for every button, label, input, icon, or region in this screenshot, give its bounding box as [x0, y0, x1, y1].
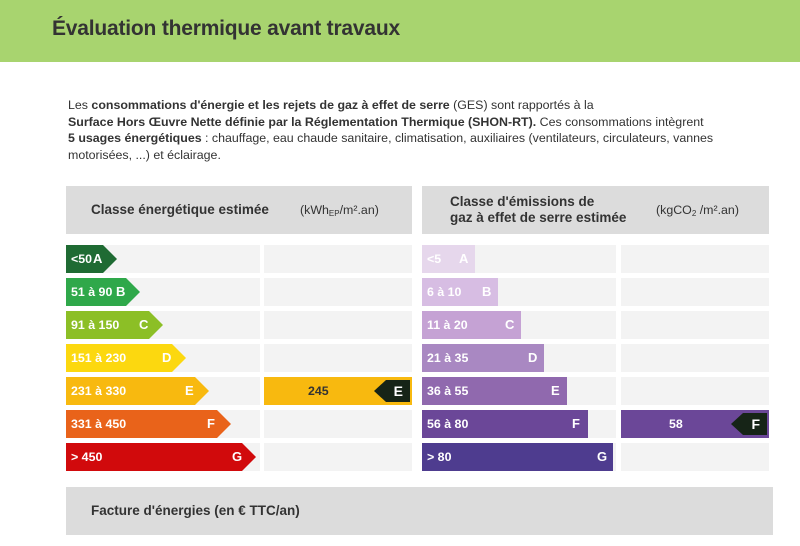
- class-range: 11 à 20: [427, 318, 468, 332]
- header-bar: Évaluation thermique avant travaux: [0, 0, 800, 62]
- value-row-bg: [621, 377, 769, 405]
- class-range: 6 à 10: [427, 285, 462, 299]
- page-title: Évaluation thermique avant travaux: [52, 17, 400, 40]
- class-letter: F: [207, 416, 215, 431]
- intro-text: Les consommations d'énergie et les rejet…: [68, 97, 780, 163]
- class-range: > 450: [71, 450, 103, 464]
- class-letter: A: [459, 251, 469, 266]
- class-bar-c: 91 à 150 C: [66, 311, 163, 339]
- energy-panel-header: Classe énergétique estimée (kWhEP/m².an): [66, 186, 412, 234]
- intro-text-part: : chauffage, eau chaude sanitaire, clima…: [68, 131, 714, 162]
- class-letter: A: [93, 251, 103, 266]
- ges-panel-title: Classe d'émissions de gaz à effet de serr…: [450, 194, 626, 226]
- class-bar-a: <5 A: [422, 245, 475, 273]
- value-row-bg: [621, 245, 769, 273]
- current-class-tag: E: [374, 380, 410, 402]
- ges-unit: (kgCO2 /m².an): [656, 203, 739, 218]
- class-letter: F: [572, 416, 580, 431]
- current-value-number: 245: [308, 384, 329, 398]
- energy-panel-title: Classe énergétique estimée: [91, 202, 269, 217]
- class-bar-g: > 80 G: [422, 443, 613, 471]
- energy-bill-label: Facture d'énergies (en € TTC/an): [91, 503, 300, 518]
- ges-unit-sub: 2: [691, 209, 697, 218]
- intro-text-part: Les: [68, 98, 92, 112]
- energy-unit-sub: EP: [328, 209, 340, 218]
- class-range: 36 à 55: [427, 384, 469, 398]
- intro-text-part: (GES) sont rapportés à la: [449, 98, 594, 112]
- class-bar-f: 331 à 450 F: [66, 410, 231, 438]
- class-range: 231 à 330: [71, 384, 127, 398]
- energy-unit-tail: /m².an): [339, 203, 379, 217]
- class-letter: B: [482, 284, 492, 299]
- class-range: > 80: [427, 450, 452, 464]
- ges-title-line1: Classe d'émissions de: [450, 194, 595, 209]
- class-bar-e: 36 à 55 E: [422, 377, 567, 405]
- class-letter: C: [505, 317, 515, 332]
- value-row-bg: [621, 344, 769, 372]
- intro-bold-part: Surface Hors Œuvre Nette définie par la …: [68, 114, 537, 129]
- intro-bold-part: 5 usages énergétiques: [68, 131, 202, 145]
- energy-current-value: 245 E: [264, 377, 412, 405]
- value-row-bg: [264, 344, 412, 372]
- energy-unit-main: (kWh: [300, 203, 329, 217]
- value-row-bg: [264, 278, 412, 306]
- class-range: 91 à 150: [71, 318, 120, 332]
- energy-unit: (kWhEP/m².an): [300, 203, 379, 218]
- class-range: 56 à 80: [427, 417, 469, 431]
- class-bar-f: 56 à 80 F: [422, 410, 588, 438]
- value-row-bg: [264, 311, 412, 339]
- ges-unit-tail: /m².an): [696, 203, 739, 217]
- class-letter: D: [162, 350, 172, 365]
- class-range: <50: [71, 252, 93, 266]
- class-bar-c: 11 à 20 C: [422, 311, 521, 339]
- class-letter: E: [185, 383, 194, 398]
- class-bar-b: 51 à 90 B: [66, 278, 140, 306]
- value-row-bg: [621, 311, 769, 339]
- class-range: 331 à 450: [71, 417, 127, 431]
- ges-panel-header: Classe d'émissions de gaz à effet de serr…: [422, 186, 769, 234]
- value-row-bg: [264, 443, 412, 471]
- class-range: 21 à 35: [427, 351, 469, 365]
- current-class-tag: F: [731, 413, 767, 435]
- class-letter: G: [232, 449, 243, 464]
- value-row-bg: [621, 278, 769, 306]
- ges-current-value: 58 F: [621, 410, 769, 438]
- energy-bill-header: Facture d'énergies (en € TTC/an): [66, 487, 773, 535]
- class-range: 151 à 230: [71, 351, 127, 365]
- value-row-bg: [264, 410, 412, 438]
- class-letter: B: [116, 284, 126, 299]
- class-letter: C: [139, 317, 149, 332]
- class-bar-e: 231 à 330 E: [66, 377, 209, 405]
- class-bar-d: 151 à 230 D: [66, 344, 186, 372]
- ges-title-line2: gaz à effet de serre estimée: [450, 210, 627, 225]
- class-letter: E: [551, 383, 560, 398]
- class-bar-d: 21 à 35 D: [422, 344, 544, 372]
- current-value-number: 58: [669, 417, 683, 431]
- value-row-bg: [621, 443, 769, 471]
- class-range: <5: [427, 252, 442, 266]
- class-range: 51 à 90: [71, 285, 113, 299]
- value-row-bg: [264, 245, 412, 273]
- ges-unit-main: (kgCO: [656, 203, 692, 217]
- intro-bold-part: consommations d'énergie et les rejets de…: [91, 98, 450, 112]
- class-bar-b: 6 à 10 B: [422, 278, 498, 306]
- class-letter: G: [597, 449, 608, 464]
- intro-text-part: Ces consommations intègrent: [536, 114, 704, 129]
- class-bar-g: > 450 G: [66, 443, 256, 471]
- class-letter: D: [528, 350, 538, 365]
